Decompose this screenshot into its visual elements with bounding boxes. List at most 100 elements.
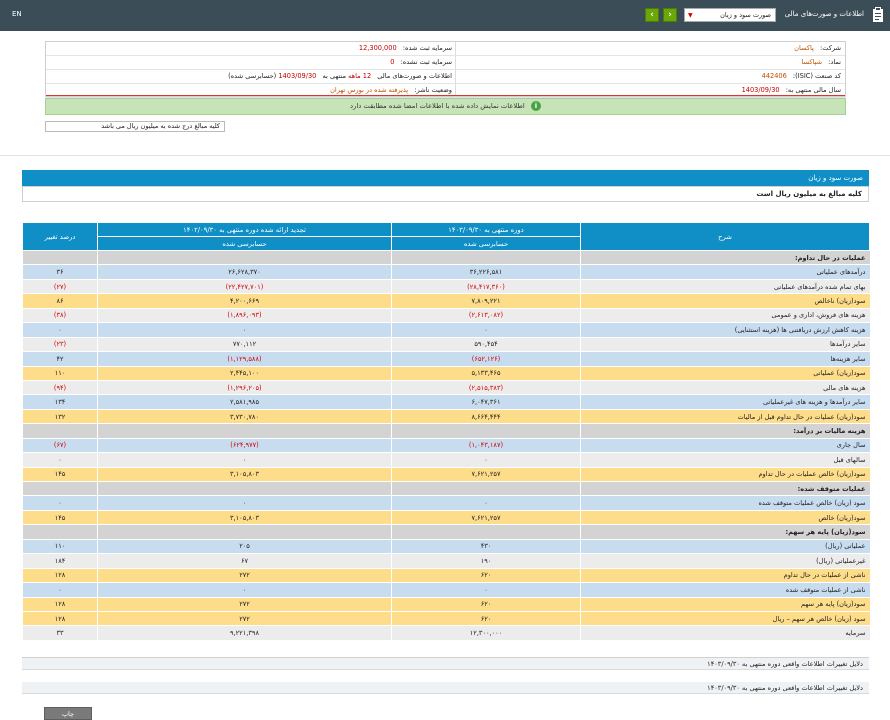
change-reason-2[interactable]: دلایل تغییرات اطلاعات واقعی دوره منتهی ب… — [22, 682, 869, 694]
row-restated-value-text: ۳,۱۰۵,۸۰۳ — [230, 513, 259, 522]
isic-row: کد صنعت (ISIC): 442406 — [456, 70, 845, 84]
row-description-text: عملیات متوقف شده: — [797, 484, 866, 493]
row-current-value: ۶۲۰ — [391, 597, 581, 612]
change-reason-1[interactable]: دلایل تغییرات اطلاعات واقعی دوره منتهی ب… — [22, 658, 869, 670]
row-current-value: (۶۵۲,۱۲۶) — [391, 351, 581, 367]
row-restated-value: ۲,۴۴۵,۱۰۰ — [97, 366, 392, 381]
row-restated-value-text: ۲,۵۸۱,۹۸۵ — [230, 398, 259, 407]
row-restated-value-text: (۲۲,۴۲۷,۷۰۱) — [225, 282, 264, 291]
row-change-percent: ۱۲۸ — [22, 611, 98, 627]
table-row: سالهای قبل ۰ ۰ ۰ — [22, 452, 870, 468]
row-current-value-text: ۰ — [484, 325, 488, 334]
period-ending-text: منتهی به — [322, 72, 346, 80]
row-change-percent-text: (۶۷) — [53, 441, 67, 450]
header-description: شرح — [580, 222, 870, 251]
next-report-button[interactable]: › — [663, 8, 677, 22]
row-current-value: ۳۶,۲۲۶,۵۸۱ — [391, 264, 581, 280]
table-row: غیرعملیاتی (ریال) ۱۹۰ ۶۷ ۱۸۴ — [22, 553, 870, 569]
chevron-down-icon: ▼ — [688, 12, 693, 19]
row-description-text: بهای تمام شده درآمدهای عملیاتی — [774, 282, 866, 291]
row-restated-value — [97, 423, 392, 439]
table-row: هزینه های فروش، اداری و عمومی (۲,۶۱۳,۰۸۲)… — [22, 308, 870, 324]
row-description-text: سال جاری — [836, 441, 866, 450]
table-row: سایر هزینه‌ها (۶۵۲,۱۲۶) (۱,۱۲۹,۵۸۸) ۴۲ — [22, 351, 870, 367]
row-restated-value-text: (۱,۸۹۶,۰۹۳) — [227, 311, 262, 320]
row-change-percent: ۰ — [22, 322, 98, 338]
row-current-value: ۷,۶۲۱,۲۵۷ — [391, 510, 581, 526]
change-reasons: دلایل تغییرات اطلاعات واقعی دوره منتهی ب… — [22, 657, 869, 694]
isic-value: 442406 — [761, 72, 787, 80]
row-current-value: ۷,۸۰۹,۲۲۱ — [391, 293, 581, 309]
row-change-percent: ۱۳۲ — [22, 409, 98, 425]
row-change-percent: ۰ — [22, 452, 98, 468]
verification-notice: i اطلاعات نمایش داده شده با اطلاعات امضا… — [45, 98, 846, 115]
report-type-select[interactable]: ▼ صورت سود و زیان — [684, 8, 776, 22]
row-change-percent: ۱۳۴ — [22, 394, 98, 410]
row-description-text: سود(زیان) عملیات در حال تداوم قبل از مال… — [737, 412, 866, 421]
row-current-value-text: (۱,۰۴۳,۱۸۷) — [468, 441, 504, 450]
divider-line — [46, 95, 845, 96]
row-current-value-text: ۱۹۰ — [480, 556, 492, 565]
row-current-value: ۵,۱۳۳,۴۶۵ — [391, 366, 581, 381]
table-row: ناشی از عملیات متوقف شده ۰ ۰ ۰ — [22, 582, 870, 598]
row-current-value: ۱۲,۳۰۰,۰۰۰ — [391, 625, 581, 641]
section-row: سود(زیان) پایه هر سهم: — [22, 524, 870, 540]
row-change-percent-text: ۰ — [58, 499, 62, 508]
row-description: سود(زیان) پایه هر سهم — [580, 597, 870, 612]
row-restated-value: (۱,۲۹۶,۲۰۵) — [97, 380, 392, 396]
table-row: سود (زیان) خالص هر سهم – ریال ۶۲۰ ۲۷۲ ۱۲۸ — [22, 611, 870, 627]
table-row: سود(زیان) ناخالص ۷,۸۰۹,۲۲۱ ۴,۲۰۰,۶۶۹ ۸۶ — [22, 293, 870, 309]
registered-capital-label: سرمایه ثبت شده: — [402, 44, 452, 52]
row-change-percent-text: ۱۲۸ — [54, 600, 66, 609]
print-button[interactable]: چاپ — [44, 707, 92, 720]
table-row: سود(زیان) خالص ۷,۶۲۱,۲۵۷ ۳,۱۰۵,۸۰۳ ۱۴۵ — [22, 510, 870, 526]
row-restated-value-text: ۲۷۲ — [239, 614, 250, 623]
table-row: بهای تمام شده درآمدهای عملیاتی (۲۸,۴۱۷,۳۶… — [22, 279, 870, 295]
row-current-value: ۰ — [391, 495, 581, 511]
row-description: هزینه های مالی — [580, 380, 870, 396]
row-description-text: غیرعملیاتی (ریال) — [816, 556, 866, 565]
row-restated-value: ۰ — [97, 322, 392, 338]
row-restated-value-text: ۰ — [242, 585, 247, 594]
row-restated-value: ۳,۷۳۰,۷۸۰ — [97, 409, 392, 425]
table-row: سایر درآمدها ۵۹۰,۴۵۴ ۷۷۰,۱۱۲ (۲۳) — [22, 337, 870, 353]
row-description: هزینه مالیات بر درآمد: — [580, 423, 870, 439]
symbol-value[interactable]: شپاکسا — [801, 58, 823, 66]
section-row: هزینه مالیات بر درآمد: — [22, 423, 870, 439]
top-bar: EN ‹ › ▼ صورت سود و زیان اطلاعات و صورت‌… — [0, 0, 890, 31]
prev-report-button[interactable]: ‹ — [645, 8, 659, 22]
row-current-value-text: ۶۲۰ — [480, 571, 492, 580]
row-restated-value: ۲۷۲ — [97, 568, 392, 584]
row-description-text: سود(زیان) پایه هر سهم: — [785, 528, 866, 537]
info-check-icon: i — [530, 101, 541, 111]
row-current-value-text: (۲,۶۱۳,۰۸۲) — [468, 311, 504, 320]
row-change-percent: ۱۸۴ — [22, 553, 98, 569]
table-row: سرمایه ۱۲,۳۰۰,۰۰۰ ۹,۲۲۱,۳۹۸ ۳۳ — [22, 625, 870, 641]
row-current-value-text: ۶,۰۴۷,۳۶۱ — [471, 398, 501, 407]
table-row: هزینه کاهش ارزش دریافتنی ها (هزینه استثن… — [22, 322, 870, 338]
row-current-value-text: ۰ — [484, 585, 488, 594]
row-change-percent-text: ۴۲ — [56, 354, 64, 363]
row-restated-value-text: (۱,۱۲۹,۵۸۸) — [227, 354, 262, 363]
fiscal-year-label: سال مالی منتهی به: — [785, 86, 841, 94]
row-current-value-text: ۷,۶۲۱,۲۵۷ — [471, 513, 501, 522]
row-description: عملیاتی (ریال) — [580, 539, 870, 555]
page-title: اطلاعات و صورت‌های مالی — [784, 10, 864, 18]
row-current-value-text: (۶۵۲,۱۲۶) — [471, 354, 501, 363]
row-current-value: (۱,۰۴۳,۱۸۷) — [391, 438, 581, 454]
row-change-percent-text: ۱۲۸ — [54, 571, 66, 580]
row-description-text: درآمدهای عملیاتی — [816, 268, 866, 277]
header-change-percent: درصد تغییر — [22, 222, 98, 251]
table-row: هزینه های مالی (۲,۵۱۵,۳۸۳) (۱,۲۹۶,۲۰۵) (۹۴) — [22, 380, 870, 396]
row-current-value: (۲,۵۱۵,۳۸۳) — [391, 380, 581, 396]
row-restated-value-text: ۲۷۲ — [239, 600, 250, 609]
row-current-value: ۰ — [391, 452, 581, 468]
language-toggle[interactable]: EN — [12, 10, 22, 18]
period-months: 12 ماهه — [348, 72, 372, 80]
row-current-value-text: ۰ — [484, 455, 488, 464]
row-change-percent — [22, 423, 98, 439]
row-description: سود(زیان) عملیات در حال تداوم قبل از مال… — [580, 409, 870, 425]
company-value[interactable]: پاکسان — [794, 44, 814, 52]
fiscal-year-row: سال مالی منتهی به: 1403/09/30 — [456, 84, 845, 98]
symbol-row: نماد: شپاکسا — [456, 56, 845, 70]
